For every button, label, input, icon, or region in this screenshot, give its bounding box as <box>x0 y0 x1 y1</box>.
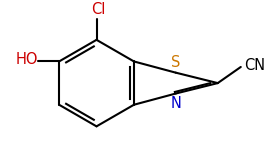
Text: S: S <box>171 55 180 70</box>
Text: Cl: Cl <box>91 2 106 17</box>
Text: N: N <box>170 96 181 111</box>
Text: HO: HO <box>15 52 38 67</box>
Text: CN: CN <box>244 58 265 73</box>
